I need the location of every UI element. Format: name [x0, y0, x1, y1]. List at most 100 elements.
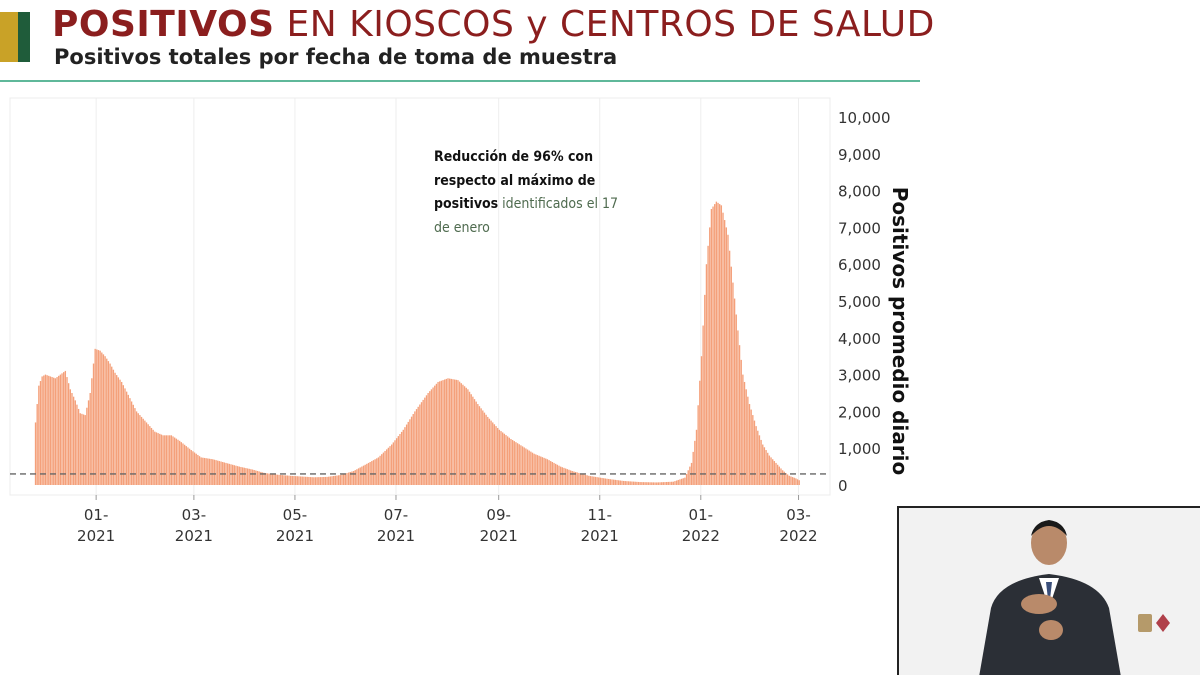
- data-bar: [99, 350, 101, 485]
- data-bar: [372, 460, 375, 485]
- data-bar: [735, 314, 737, 485]
- annotation-line-4: de enero: [434, 219, 490, 236]
- data-bar: [773, 461, 776, 485]
- data-bar: [482, 410, 484, 485]
- data-bar: [497, 427, 499, 485]
- data-bar: [94, 348, 96, 485]
- data-bar: [725, 227, 727, 485]
- data-bar: [714, 204, 716, 485]
- data-bar: [150, 427, 153, 485]
- data-bar: [142, 418, 144, 485]
- data-bar: [699, 380, 701, 485]
- data-bar: [646, 482, 648, 485]
- data-bar: [51, 377, 53, 485]
- data-bar: [516, 443, 519, 485]
- annotation-line-2: respecto al máximo de: [434, 172, 596, 189]
- data-bar: [203, 457, 206, 485]
- data-bar: [227, 463, 229, 485]
- annotation-line-3: positivos identificados el 17: [434, 193, 644, 217]
- data-bar: [311, 477, 313, 485]
- data-bar: [69, 389, 71, 485]
- data-bar: [371, 461, 373, 485]
- data-bar: [306, 476, 308, 485]
- data-bar: [308, 476, 310, 485]
- data-bar: [445, 378, 448, 485]
- x-tick-label-month: 07-: [384, 506, 409, 524]
- data-bar: [391, 444, 393, 485]
- data-bar: [364, 464, 366, 485]
- data-bar: [642, 482, 645, 485]
- data-bar: [167, 435, 169, 485]
- data-bar: [622, 480, 625, 485]
- data-bar: [559, 466, 562, 485]
- data-bar: [656, 482, 658, 485]
- data-bar: [636, 481, 638, 485]
- data-bar: [687, 470, 689, 485]
- data-bar: [621, 480, 623, 485]
- data-bar: [795, 478, 797, 485]
- data-bar: [707, 245, 709, 485]
- data-bar: [197, 454, 199, 485]
- data-bar: [91, 378, 93, 485]
- data-bar: [41, 376, 43, 485]
- data-bar: [215, 460, 217, 485]
- data-bar: [246, 468, 249, 485]
- data-bar: [238, 466, 240, 485]
- data-bar: [243, 467, 245, 485]
- y-tick-label: 9,000: [838, 146, 881, 164]
- data-bar: [611, 479, 613, 485]
- y-tick-label: 8,000: [838, 183, 881, 201]
- data-bar: [465, 387, 467, 485]
- data-bar: [107, 361, 110, 485]
- data-bar: [737, 330, 739, 485]
- data-bar: [427, 393, 429, 485]
- data-bar: [437, 381, 439, 485]
- data-bar: [236, 466, 239, 485]
- data-bar: [356, 469, 358, 485]
- data-bar: [394, 440, 396, 485]
- data-bar: [639, 482, 641, 485]
- interpreter-figure: [899, 508, 1200, 675]
- data-bar: [568, 469, 570, 485]
- data-bar: [473, 399, 476, 485]
- brand-color-bar: [0, 12, 30, 62]
- data-bar: [160, 434, 163, 485]
- data-bar: [424, 397, 426, 485]
- data-bar: [220, 461, 222, 485]
- data-bar: [558, 465, 560, 485]
- data-bar: [616, 480, 618, 485]
- data-bar: [705, 264, 708, 485]
- data-bar: [748, 404, 751, 485]
- data-bar: [728, 250, 731, 485]
- data-bar: [599, 477, 602, 485]
- data-bar: [538, 455, 540, 485]
- data-bar: [785, 473, 787, 485]
- data-bar: [61, 373, 63, 485]
- data-bar: [515, 442, 517, 485]
- x-tick-label-year: 2021: [77, 527, 115, 545]
- data-bar: [205, 458, 207, 485]
- data-bar: [333, 475, 335, 485]
- data-bar: [349, 472, 351, 485]
- data-bar: [579, 473, 582, 485]
- data-bar: [450, 378, 453, 485]
- data-bar: [422, 399, 424, 485]
- data-bar: [502, 432, 504, 485]
- y-tick-label: 3,000: [838, 367, 881, 385]
- x-tick-label-year: 2021: [377, 527, 415, 545]
- data-bar: [550, 461, 552, 485]
- y-tick-label: 0: [838, 477, 848, 495]
- data-bar: [651, 482, 653, 485]
- data-bar: [675, 480, 678, 485]
- data-bar: [145, 422, 148, 485]
- data-bar: [367, 462, 370, 485]
- data-bar: [192, 451, 194, 485]
- data-bar: [530, 451, 532, 485]
- data-bar: [477, 404, 479, 485]
- data-bar: [165, 435, 168, 485]
- data-bar: [169, 435, 171, 485]
- data-bar: [545, 458, 547, 485]
- data-bar: [758, 435, 761, 485]
- data-bar: [92, 363, 95, 485]
- data-bar: [561, 467, 563, 485]
